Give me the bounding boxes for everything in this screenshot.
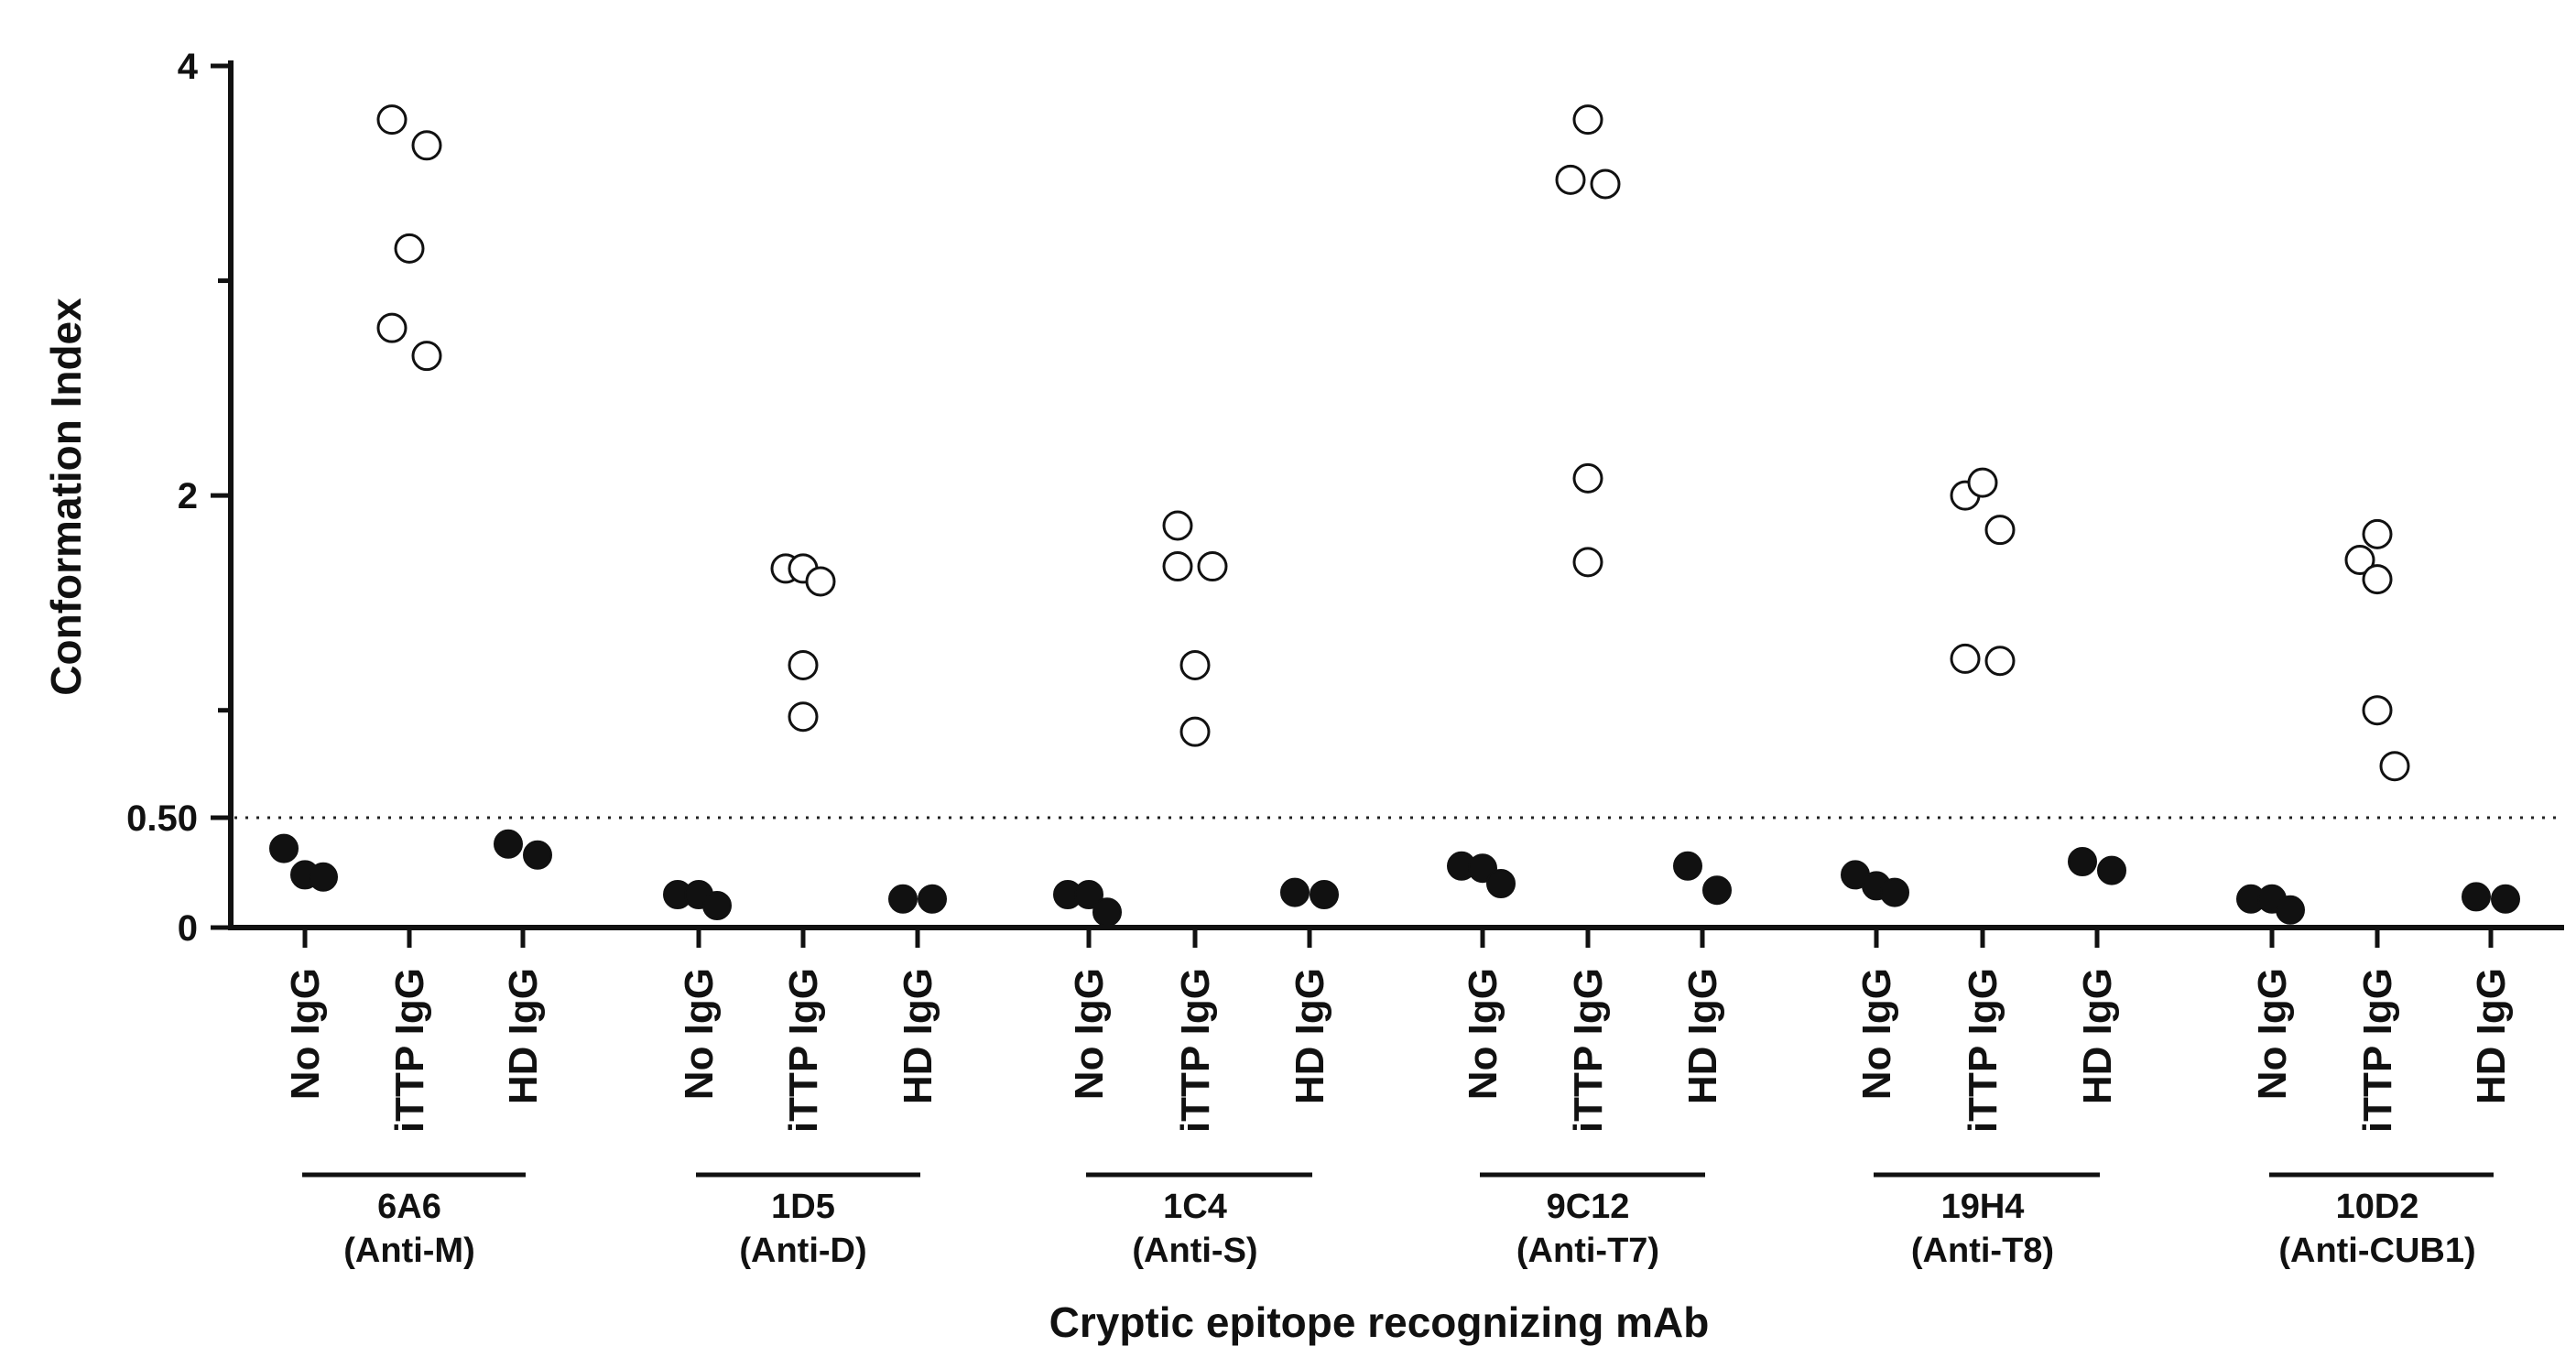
ittp-igg-point xyxy=(2362,564,2393,595)
ittp-igg-point xyxy=(1162,551,1193,582)
no-igg-point xyxy=(1880,877,1909,907)
hd-igg-point xyxy=(2462,882,2491,912)
group-sub-label: (Anti-T8) xyxy=(1911,1232,2054,1270)
x-category-label: No IgG xyxy=(1067,968,1112,1100)
hd-igg-point xyxy=(2491,884,2520,914)
group-name-label: 1C4 xyxy=(1163,1188,1227,1226)
ittp-igg-point xyxy=(2362,518,2393,549)
x-category-label: iTTP IgG xyxy=(1173,968,1218,1133)
no-igg-point xyxy=(309,862,338,892)
hd-igg-point xyxy=(1280,877,1310,907)
group-name-label: 10D2 xyxy=(2336,1188,2419,1226)
ittp-igg-point xyxy=(1197,551,1228,582)
group-sub-label: (Anti-D) xyxy=(739,1232,866,1270)
x-category-label: iTTP IgG xyxy=(781,968,826,1133)
x-category-label: HD IgG xyxy=(2075,968,2120,1104)
ittp-igg-point xyxy=(1162,510,1193,541)
group-name-label: 1D5 xyxy=(771,1188,835,1226)
x-category-label: HD IgG xyxy=(501,968,546,1104)
ittp-igg-point xyxy=(788,649,819,680)
ittp-igg-point xyxy=(376,312,408,343)
x-category-label: No IgG xyxy=(2250,968,2295,1100)
ittp-igg-point xyxy=(1984,515,2016,546)
y-axis-title: Conformation Index xyxy=(42,298,90,696)
ittp-igg-point xyxy=(1984,646,2016,677)
x-category-label: No IgG xyxy=(677,968,722,1100)
data-points xyxy=(269,104,2520,928)
group-sub-label: (Anti-M) xyxy=(343,1232,474,1270)
x-category-label: HD IgG xyxy=(2469,968,2514,1104)
x-category-label: No IgG xyxy=(1854,968,1899,1100)
group-name-label: 19H4 xyxy=(1941,1188,2025,1226)
ittp-igg-point xyxy=(1572,547,1603,578)
hd-igg-point xyxy=(523,840,552,870)
y-tick-label: 2 xyxy=(178,476,198,516)
no-igg-point xyxy=(1092,897,1122,928)
x-category-label: iTTP IgG xyxy=(1961,968,2005,1133)
x-category-label: HD IgG xyxy=(896,968,940,1104)
ittp-igg-point xyxy=(376,104,408,136)
x-axis-title: Cryptic epitope recognizing mAb xyxy=(1049,1298,1710,1346)
y-tick-label: 0 xyxy=(178,908,198,949)
group-sub-label: (Anti-T7) xyxy=(1516,1232,1659,1270)
x-category-label: No IgG xyxy=(283,968,328,1100)
ittp-igg-point xyxy=(1572,462,1603,494)
no-igg-point xyxy=(1486,869,1516,898)
hd-igg-point xyxy=(2068,847,2097,876)
hd-igg-point xyxy=(888,884,918,914)
x-category-label: No IgG xyxy=(1461,968,1505,1100)
ittp-igg-point xyxy=(411,341,442,372)
x-category-label: iTTP IgG xyxy=(1566,968,1611,1133)
ittp-igg-point xyxy=(2344,545,2375,576)
x-category-label: HD IgG xyxy=(1680,968,1725,1104)
group-sub-label: (Anti-S) xyxy=(1132,1232,1257,1270)
ittp-igg-point xyxy=(1179,649,1211,680)
group-sub-label: (Anti-CUB1) xyxy=(2278,1232,2475,1270)
ittp-igg-point xyxy=(394,233,425,264)
x-category-label: iTTP IgG xyxy=(387,968,432,1133)
x-category-label: HD IgG xyxy=(1288,968,1332,1104)
ittp-igg-point xyxy=(1950,643,1981,674)
hd-igg-point xyxy=(2097,855,2126,885)
no-igg-point xyxy=(2276,895,2305,925)
y-tick-label: 4 xyxy=(178,47,199,87)
hd-igg-point xyxy=(494,829,523,859)
ittp-igg-point xyxy=(805,566,836,597)
group-name-label: 9C12 xyxy=(1547,1188,1630,1226)
hd-igg-point xyxy=(1310,880,1339,909)
ittp-igg-point xyxy=(788,701,819,733)
no-igg-point xyxy=(1074,880,1103,909)
ittp-igg-point xyxy=(1572,104,1603,136)
x-category-labels: No IgG iTTP IgG HD IgG No IgG iTTP IgG HD IgG… xyxy=(283,928,2514,1133)
x-category-label: iTTP IgG xyxy=(2355,968,2400,1133)
ittp-igg-point xyxy=(2379,751,2410,782)
no-igg-point xyxy=(269,833,299,863)
ittp-igg-point xyxy=(2362,695,2393,726)
hd-igg-point xyxy=(918,884,947,914)
y-tick-label: 0.50 xyxy=(126,798,198,839)
ittp-igg-point xyxy=(1967,467,1998,498)
ittp-igg-point xyxy=(1590,168,1621,200)
group-name-label: 6A6 xyxy=(377,1188,441,1226)
ittp-igg-point xyxy=(411,130,442,161)
hd-igg-point xyxy=(1702,875,1732,906)
no-igg-point xyxy=(702,891,732,920)
hd-igg-point xyxy=(1673,851,1702,881)
ittp-igg-point xyxy=(1179,716,1211,747)
ittp-igg-point xyxy=(1555,164,1586,195)
x-group-labels: 6A6 (Anti-M) 1D5 (Anti-D) 1C4 (Anti-S) 9C12 (An… xyxy=(302,1172,2494,1270)
y-axis-ticks: 0 0.50 2 4 xyxy=(126,47,231,949)
